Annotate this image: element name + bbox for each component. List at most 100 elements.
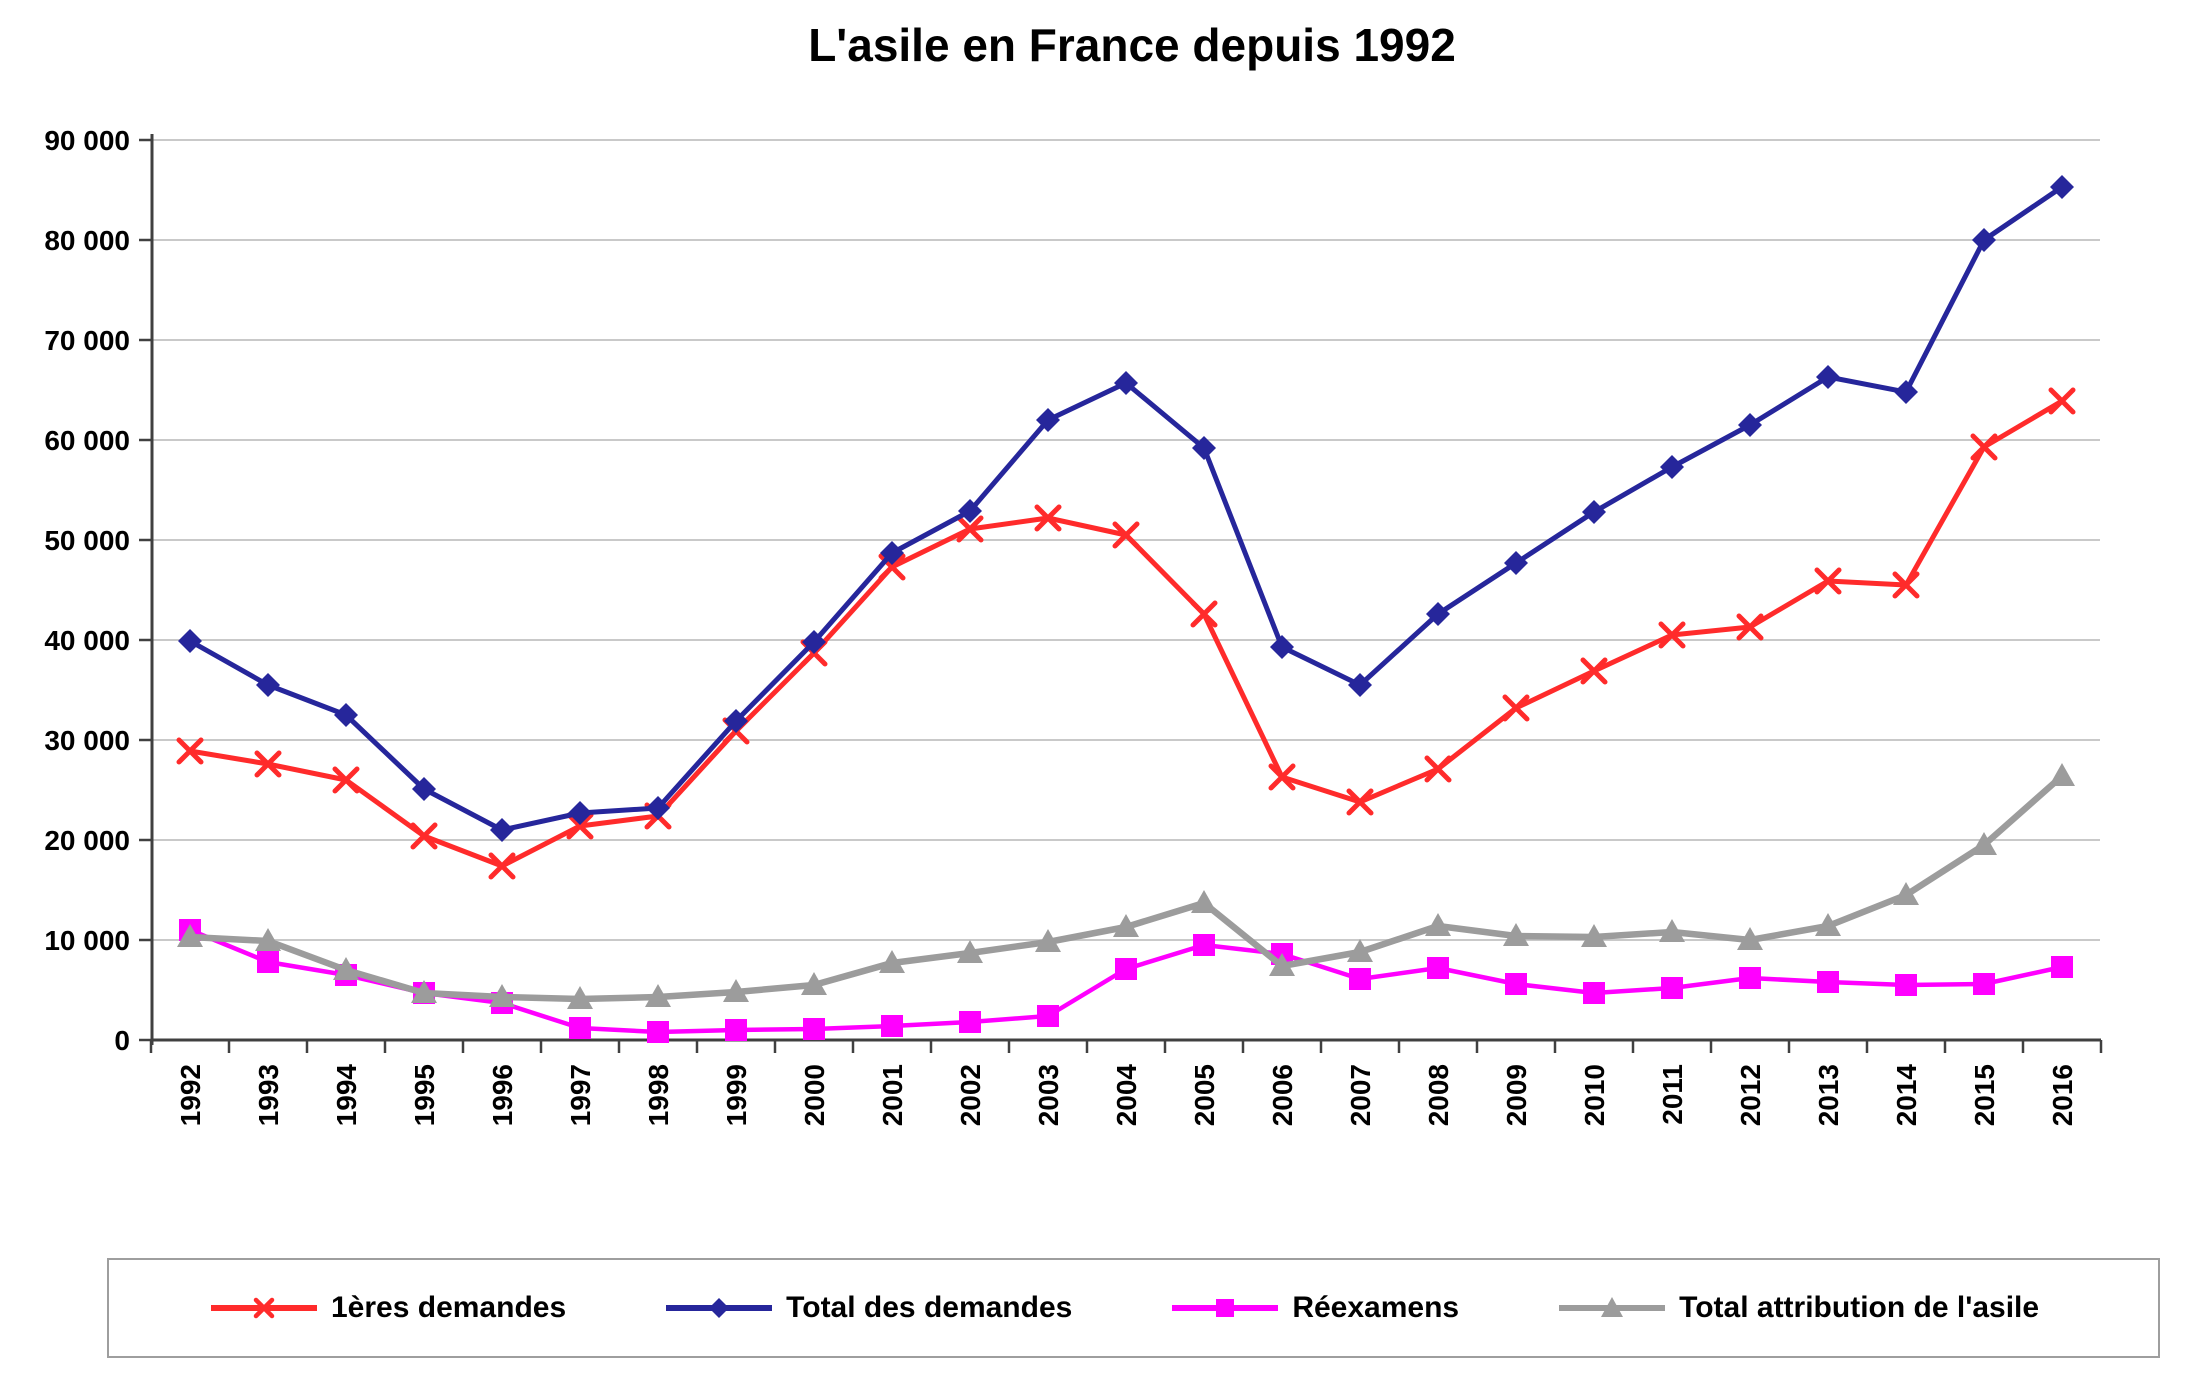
marker-square bbox=[1037, 1005, 1059, 1027]
marker-triangle bbox=[255, 928, 281, 951]
marker-triangle bbox=[1113, 914, 1139, 937]
legend-marker-x-icon bbox=[211, 1297, 317, 1319]
marker-square bbox=[1193, 934, 1215, 956]
marker-triangle bbox=[1581, 924, 1607, 947]
x-tick-label: 2010 bbox=[1579, 1064, 1610, 1126]
marker-x bbox=[1268, 763, 1296, 791]
marker-x bbox=[254, 750, 282, 778]
legend-marker-square-icon bbox=[1172, 1299, 1279, 1317]
x-tick-label: 1995 bbox=[409, 1064, 440, 1126]
marker-square bbox=[1583, 982, 1605, 1004]
y-tick-label: 40 000 bbox=[44, 625, 130, 656]
x-tick-label: 2003 bbox=[1033, 1064, 1064, 1126]
marker-x bbox=[176, 737, 204, 765]
marker-square bbox=[803, 1018, 825, 1040]
marker-triangle bbox=[645, 984, 671, 1007]
y-tick-label: 20 000 bbox=[44, 825, 130, 856]
x-tick-label: 2005 bbox=[1189, 1064, 1220, 1126]
y-tick-label: 60 000 bbox=[44, 425, 130, 456]
marker-x bbox=[1580, 657, 1608, 685]
x-tick-label: 1996 bbox=[487, 1064, 518, 1126]
marker-diamond bbox=[412, 777, 436, 801]
marker-x bbox=[488, 852, 516, 880]
marker-triangle bbox=[411, 980, 437, 1003]
marker-x bbox=[1736, 613, 1764, 641]
marker-square bbox=[1115, 958, 1137, 980]
marker-diamond bbox=[1504, 551, 1528, 575]
marker-diamond bbox=[802, 630, 826, 654]
marker-diamond bbox=[958, 499, 982, 523]
marker-diamond bbox=[1114, 371, 1138, 395]
marker-triangle bbox=[177, 924, 203, 947]
marker-triangle bbox=[1503, 923, 1529, 946]
marker-square bbox=[1895, 974, 1917, 996]
series-line bbox=[188, 184, 2064, 833]
marker-diamond bbox=[1738, 413, 1762, 437]
legend-label: Total attribution de l'asile bbox=[1679, 1291, 2040, 1324]
marker-triangle bbox=[1269, 953, 1295, 976]
y-tick-label: 90 000 bbox=[44, 125, 130, 156]
marker-diamond bbox=[1894, 380, 1918, 404]
marker-diamond bbox=[178, 629, 202, 653]
marker-triangle bbox=[1659, 919, 1685, 942]
marker-diamond bbox=[880, 541, 904, 565]
series-line bbox=[189, 927, 2063, 1035]
y-tick-label: 0 bbox=[114, 1025, 130, 1056]
marker-square bbox=[647, 1021, 669, 1043]
x-tick-label: 1993 bbox=[253, 1064, 284, 1126]
marker-triangle bbox=[1035, 929, 1061, 952]
x-tick-label: 2006 bbox=[1267, 1064, 1298, 1126]
marker-diamond bbox=[1582, 500, 1606, 524]
x-tick-label: 1992 bbox=[175, 1064, 206, 1126]
marker-triangle bbox=[1191, 890, 1217, 913]
line-chart-svg: 0 10 000 20 000 30 000 40 000 50 000 60 000 70 … bbox=[44, 125, 2103, 1127]
x-tick-label: 1997 bbox=[565, 1064, 596, 1126]
marker-x bbox=[410, 822, 438, 850]
marker-diamond bbox=[1660, 455, 1684, 479]
marker-x bbox=[566, 812, 594, 840]
marker-square bbox=[1349, 968, 1371, 990]
marker-triangle bbox=[1737, 927, 1763, 950]
x-tick-label: 2013 bbox=[1813, 1064, 1844, 1126]
x-tick-label: 2015 bbox=[1969, 1064, 2000, 1126]
marker-diamond bbox=[2050, 175, 2074, 199]
y-tick-label: 70 000 bbox=[44, 325, 130, 356]
y-tick-label: 10 000 bbox=[44, 925, 130, 956]
marker-diamond bbox=[490, 818, 514, 842]
legend-item: 1ères demandes bbox=[209, 1291, 566, 1325]
marker-diamond bbox=[1816, 365, 1840, 389]
marker-square bbox=[1661, 977, 1683, 999]
legend: 1ères demandes Total des demandes Réexamen… bbox=[107, 1258, 2160, 1358]
marker-diamond bbox=[724, 709, 748, 733]
marker-square bbox=[1973, 973, 1995, 995]
marker-x bbox=[1892, 571, 1920, 599]
marker-square bbox=[569, 1017, 591, 1039]
marker-x bbox=[1424, 755, 1452, 783]
x-tick-label: 2009 bbox=[1501, 1064, 1532, 1126]
legend-label: Total des demandes bbox=[786, 1291, 1073, 1324]
marker-x bbox=[1346, 788, 1374, 816]
marker-square bbox=[2051, 956, 2073, 978]
x-tick-label: 2002 bbox=[955, 1064, 986, 1126]
marker-triangle bbox=[723, 979, 749, 1002]
x-tick-label: 2014 bbox=[1891, 1064, 1922, 1127]
marker-diamond bbox=[334, 703, 358, 727]
marker-square bbox=[1739, 967, 1761, 989]
marker-diamond bbox=[1972, 228, 1996, 252]
x-tick-label: 2000 bbox=[799, 1064, 830, 1126]
x-tick-label: 2001 bbox=[877, 1064, 908, 1126]
x-tick-label: 2008 bbox=[1423, 1064, 1454, 1126]
marker-triangle bbox=[333, 957, 359, 980]
marker-square bbox=[1505, 973, 1527, 995]
marker-triangle bbox=[2049, 763, 2075, 786]
marker-x bbox=[1502, 694, 1530, 722]
marker-diamond bbox=[256, 673, 280, 697]
legend-item: Total des demandes bbox=[664, 1291, 1072, 1325]
marker-square bbox=[881, 1015, 903, 1037]
legend-item: Total attribution de l'asile bbox=[1557, 1291, 2039, 1325]
marker-diamond bbox=[1192, 436, 1216, 460]
marker-x bbox=[1112, 521, 1140, 549]
legend-marker-diamond-icon bbox=[666, 1298, 773, 1318]
x-tick-label: 2011 bbox=[1657, 1064, 1688, 1125]
marker-triangle bbox=[1425, 913, 1451, 936]
